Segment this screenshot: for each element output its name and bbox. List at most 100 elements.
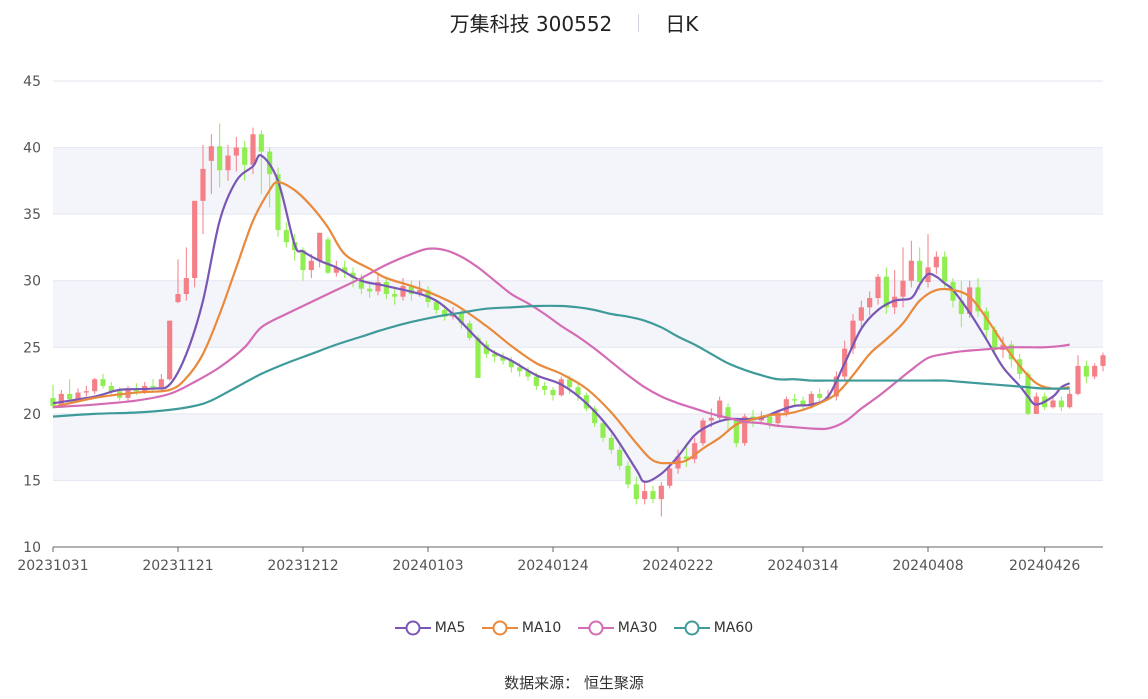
candle-body bbox=[708, 417, 714, 421]
candle-body bbox=[875, 276, 881, 299]
candle-body bbox=[533, 376, 539, 386]
title-divider bbox=[638, 13, 640, 32]
series-line-ma10 bbox=[52, 181, 1070, 465]
candle-body bbox=[517, 367, 523, 372]
y-tick-label: 45 bbox=[23, 74, 41, 90]
data-source: 数据来源： 恒生聚源 bbox=[0, 672, 1148, 693]
candle-body bbox=[258, 134, 264, 152]
candle-body bbox=[817, 393, 823, 398]
candle-body bbox=[850, 320, 856, 349]
candle-body bbox=[867, 298, 873, 308]
candle-body bbox=[525, 371, 531, 377]
y-tick-label: 15 bbox=[23, 473, 41, 489]
series-line-ma30 bbox=[52, 247, 1070, 431]
y-tick-label: 40 bbox=[23, 141, 41, 157]
candle-body bbox=[158, 379, 164, 388]
candle-body bbox=[275, 174, 281, 231]
ma30-legend-icon bbox=[577, 620, 614, 636]
candle-body bbox=[492, 353, 498, 357]
chart-header: 万集科技 300552 日K bbox=[0, 8, 1148, 37]
grid-band bbox=[53, 413, 1103, 481]
candle-body bbox=[92, 379, 98, 392]
candle-body bbox=[342, 267, 348, 273]
candle-body bbox=[358, 278, 364, 289]
candle-body bbox=[408, 286, 414, 295]
candle-body bbox=[892, 296, 898, 308]
candle-body bbox=[83, 391, 89, 393]
candlestick-chart: 10 15 20 25 30 35 40 45 20231031 20231121 20231212… bbox=[17, 74, 1106, 574]
candle-body bbox=[792, 399, 798, 401]
x-tick-label: 20240222 bbox=[642, 558, 713, 574]
legend-label-ma30: MA30 bbox=[617, 620, 658, 636]
candle-body bbox=[1067, 393, 1073, 408]
candle-body bbox=[800, 400, 806, 406]
candle-body bbox=[150, 385, 156, 388]
candle-body bbox=[650, 491, 656, 500]
legend-item-ma5[interactable]: MA5 bbox=[394, 620, 466, 636]
candle-body bbox=[350, 272, 356, 279]
legend-label-ma5: MA5 bbox=[434, 620, 466, 636]
candle-body bbox=[700, 420, 706, 444]
x-tick-label: 20240314 bbox=[767, 558, 838, 574]
candle-body bbox=[1100, 355, 1106, 366]
candle-body bbox=[1008, 344, 1014, 360]
candle-body bbox=[958, 300, 964, 314]
candle-body bbox=[183, 278, 189, 295]
candle-body bbox=[208, 146, 214, 161]
candle-body bbox=[433, 302, 439, 311]
candle-body bbox=[942, 256, 948, 283]
candle-body bbox=[500, 356, 506, 361]
series-line-ma60 bbox=[52, 304, 1070, 418]
candle-body bbox=[683, 456, 689, 460]
candle-body bbox=[542, 385, 548, 390]
candle-body bbox=[483, 344, 489, 354]
y-tick-label: 30 bbox=[23, 274, 41, 290]
candle-body bbox=[992, 329, 998, 350]
ma10-legend-icon bbox=[481, 620, 518, 636]
legend-item-ma60[interactable]: MA60 bbox=[673, 620, 753, 636]
candle-body bbox=[775, 412, 781, 424]
candle-body bbox=[108, 385, 114, 392]
candle-body bbox=[908, 260, 914, 281]
x-tick-label: 20231031 bbox=[17, 558, 88, 574]
chart-legend: MA5 MA10 MA30 MA60 bbox=[0, 620, 1148, 640]
candle-body bbox=[608, 437, 614, 450]
candle-body bbox=[600, 423, 606, 438]
candle-body bbox=[233, 147, 239, 156]
candle-body bbox=[783, 399, 789, 413]
candle-body bbox=[58, 393, 64, 406]
candle-body bbox=[767, 416, 773, 424]
candle-body bbox=[442, 310, 448, 317]
candle-body bbox=[192, 200, 198, 279]
candle-body bbox=[458, 312, 464, 324]
candle-body bbox=[175, 294, 181, 303]
candle-body bbox=[1083, 365, 1089, 377]
chart-title: 万集科技 300552 bbox=[449, 12, 613, 36]
candle-body bbox=[1058, 400, 1064, 408]
x-tick-label: 20240103 bbox=[392, 558, 463, 574]
candle-body bbox=[883, 276, 889, 308]
y-tick-label: 20 bbox=[23, 407, 41, 423]
candle-body bbox=[333, 267, 339, 273]
source-value: 恒生聚源 bbox=[583, 674, 644, 692]
candle-body bbox=[592, 408, 598, 424]
candle-body bbox=[250, 134, 256, 165]
candle-body bbox=[283, 230, 289, 243]
candle-body bbox=[633, 484, 639, 500]
candle-body bbox=[617, 449, 623, 466]
candle-body bbox=[392, 294, 398, 297]
candle-body bbox=[1075, 365, 1081, 394]
x-tick-label: 20240124 bbox=[517, 558, 588, 574]
candle-body bbox=[508, 360, 514, 368]
candle-body bbox=[325, 239, 331, 273]
candle-body bbox=[725, 407, 731, 421]
candle-body bbox=[308, 260, 314, 271]
ma60-legend-icon bbox=[673, 620, 710, 636]
candle-body bbox=[575, 387, 581, 396]
candle-body bbox=[658, 485, 664, 500]
candle-body bbox=[225, 155, 231, 171]
candle-body bbox=[1050, 400, 1056, 408]
legend-item-ma30[interactable]: MA30 bbox=[577, 620, 658, 636]
legend-item-ma10[interactable]: MA10 bbox=[481, 620, 561, 636]
source-label: 数据来源： bbox=[504, 674, 580, 692]
